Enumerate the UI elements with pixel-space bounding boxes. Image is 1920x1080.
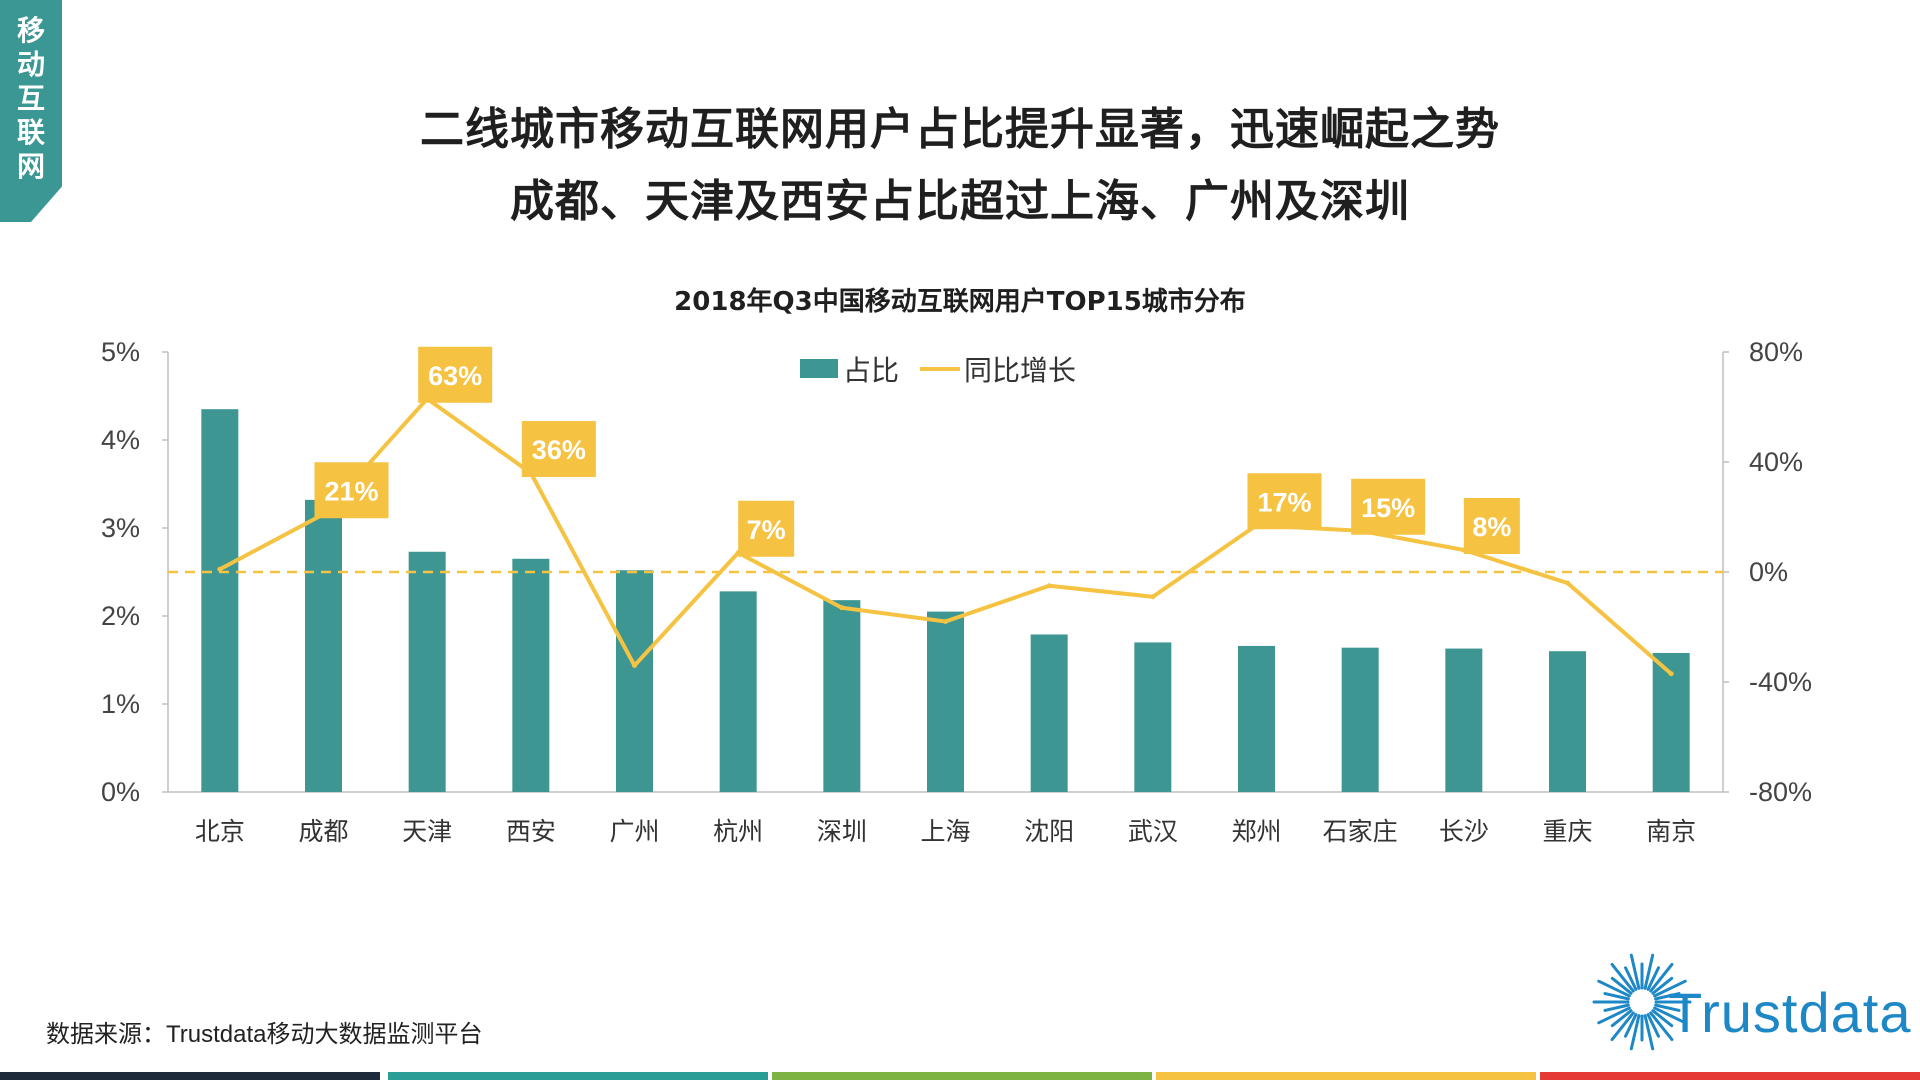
bar-成都: [305, 499, 342, 792]
bar-郑州: [1238, 645, 1275, 792]
left-axis-tick-label: 0%: [101, 777, 140, 807]
growth-data-label: 15%: [1361, 493, 1415, 523]
sunburst-logo-icon: [1592, 953, 1692, 1051]
bar-深圳: [823, 600, 861, 792]
right-axis-tick-label: 40%: [1749, 447, 1803, 477]
growth-label-box: [1463, 498, 1520, 554]
section-tab-char: 网: [16, 150, 45, 183]
headline-line-2: 成都、天津及西安占比超过上海、广州及深圳: [510, 176, 1410, 227]
bar-长沙: [1445, 648, 1483, 792]
left-axis-tick-label: 5%: [101, 337, 140, 367]
chart-title: 2018年Q3中国移动互联网用户TOP15城市分布: [674, 287, 1246, 317]
x-axis-tick-label: 杭州: [713, 817, 763, 846]
growth-label-box: [1351, 478, 1426, 535]
left-axis-tick-label: 1%: [101, 689, 140, 719]
x-axis-tick-label: 长沙: [1439, 817, 1489, 846]
x-axis-tick-label: 沈阳: [1024, 817, 1074, 846]
footer-color-segment: [388, 1072, 768, 1080]
growth-label-box: [521, 421, 596, 477]
section-tab-char: 移: [16, 14, 45, 47]
right-axis-tick-label: 0%: [1749, 557, 1788, 587]
left-axis-tick-label: 3%: [101, 513, 140, 543]
bar-上海: [927, 611, 964, 792]
growth-point-深圳: [839, 605, 845, 611]
growth-point-南京: [1668, 671, 1674, 677]
growth-data-label: 63%: [428, 361, 482, 391]
x-axis-tick-label: 武汉: [1128, 817, 1178, 846]
x-axis-tick-label: 北京: [195, 817, 245, 846]
growth-data-label: 7%: [747, 515, 786, 545]
section-tab-char: 动: [16, 48, 45, 81]
x-axis-tick-label: 西安: [506, 817, 556, 846]
x-axis-tick-label: 上海: [920, 817, 970, 846]
growth-point-重庆: [1565, 580, 1570, 586]
x-axis-tick-label: 天津: [402, 817, 452, 846]
x-axis-tick-label: 郑州: [1231, 817, 1281, 846]
x-axis-tick-label: 南京: [1646, 817, 1696, 846]
x-axis-tick-label: 成都: [298, 817, 348, 846]
x-axis-tick-label: 石家庄: [1323, 817, 1398, 846]
growth-point-北京: [217, 566, 223, 572]
footer-color-segment: [772, 1072, 1152, 1080]
legend-label-line: 同比增长: [964, 354, 1076, 387]
data-source: 数据来源：Trustdata移动大数据监测平台: [46, 1021, 483, 1048]
growth-label-box: [418, 346, 493, 403]
bar-天津: [408, 551, 446, 792]
left-axis-tick-label: 4%: [101, 425, 140, 455]
growth-data-label: 17%: [1257, 487, 1311, 517]
section-tab-char: 互: [16, 82, 45, 115]
bar-重庆: [1549, 651, 1586, 792]
bar-北京: [201, 409, 239, 792]
footer-color-segment: [1156, 1072, 1536, 1080]
headline-line-1: 二线城市移动互联网用户占比提升显著，迅速崛起之势: [420, 104, 1500, 155]
bar-杭州: [719, 591, 757, 792]
growth-label-box: [314, 462, 389, 519]
right-axis-tick-label: -40%: [1749, 667, 1812, 697]
legend-label-bar: 占比: [843, 354, 899, 387]
growth-data-label: 36%: [532, 435, 586, 465]
left-axis-tick-label: 2%: [101, 601, 140, 631]
growth-data-label: 8%: [1472, 512, 1511, 542]
footer-color-segment: [1540, 1072, 1920, 1080]
bar-武汉: [1134, 642, 1172, 792]
growth-label-box: [1247, 473, 1322, 530]
right-axis-tick-label: 80%: [1749, 337, 1803, 367]
bar-西安: [512, 558, 550, 792]
section-tab-char: 联: [16, 116, 45, 149]
right-axis-tick-label: -80%: [1749, 777, 1812, 807]
bar-沈阳: [1030, 634, 1068, 792]
bar-石家庄: [1341, 647, 1379, 792]
x-axis-tick-label: 深圳: [817, 817, 867, 846]
bar-广州: [616, 570, 653, 792]
footer-color-segment: [0, 1072, 380, 1080]
chart: 0% 1% 2% 3% 4% 5% -80% -40% 0% 40% 80% 北京 成都 天津 西安 广州 杭州…: [101, 337, 1812, 846]
growth-point-广州: [632, 663, 637, 668]
x-axis-tick-label: 重庆: [1542, 817, 1592, 846]
growth-point-武汉: [1150, 594, 1156, 600]
x-axis-tick-label: 广州: [609, 817, 659, 846]
logo-text: Trustdata: [1668, 981, 1912, 1044]
growth-label-box: [738, 500, 795, 557]
growth-point-沈阳: [1046, 583, 1052, 589]
legend-swatch-bar: [800, 359, 838, 378]
growth-point-上海: [943, 619, 948, 624]
section-tab: 移 动 互 联 网: [0, 0, 62, 222]
growth-data-label: 21%: [324, 476, 378, 506]
